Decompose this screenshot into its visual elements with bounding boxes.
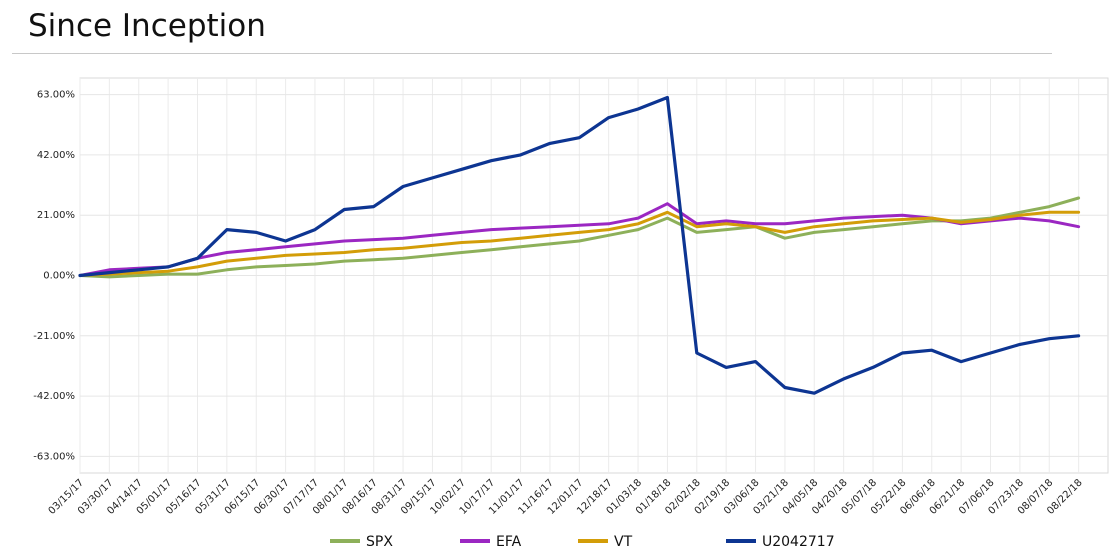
series-line-efa: [78, 202, 1081, 277]
page-title: Since Inception: [28, 8, 266, 44]
y-tick-label: 0.00%: [43, 271, 75, 282]
y-tick-label: -63.00%: [33, 451, 75, 462]
series-line-vt: [78, 210, 1081, 277]
y-tick-label: -21.00%: [33, 331, 75, 342]
legend-label-u2042717: U2042717: [762, 534, 835, 550]
legend-label-efa: EFA: [496, 534, 522, 550]
series-line-u2042717: [78, 95, 1081, 395]
title-divider: [12, 53, 1052, 54]
legend-label-spx: SPX: [366, 534, 393, 550]
series-line-spx: [78, 196, 1081, 279]
y-tick-label: 42.00%: [37, 150, 75, 161]
y-tick-label: -42.00%: [33, 391, 75, 402]
legend-label-vt: VT: [614, 534, 633, 550]
y-tick-label: 21.00%: [37, 210, 75, 221]
y-tick-label: 63.00%: [37, 90, 75, 101]
